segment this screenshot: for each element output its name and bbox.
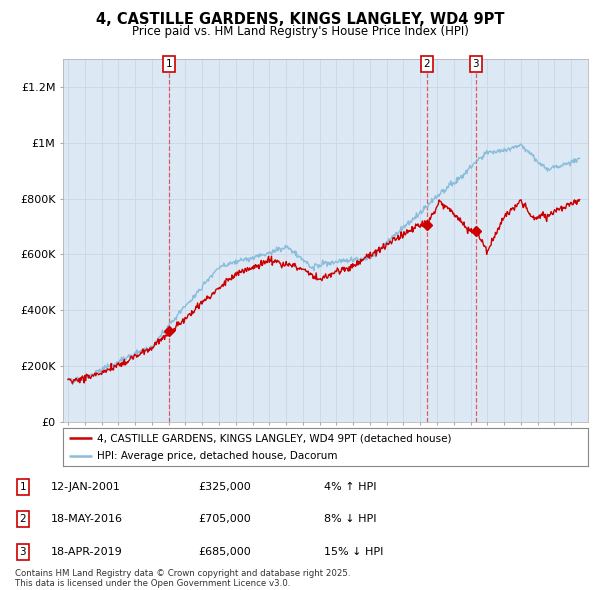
- Text: HPI: Average price, detached house, Dacorum: HPI: Average price, detached house, Daco…: [97, 451, 338, 461]
- Text: Price paid vs. HM Land Registry's House Price Index (HPI): Price paid vs. HM Land Registry's House …: [131, 25, 469, 38]
- Text: 1: 1: [166, 59, 173, 69]
- Text: 18-APR-2019: 18-APR-2019: [51, 547, 123, 556]
- Text: £685,000: £685,000: [198, 547, 251, 556]
- Text: 1: 1: [19, 482, 26, 491]
- Text: 2: 2: [424, 59, 430, 69]
- Text: 3: 3: [19, 547, 26, 556]
- Text: 4, CASTILLE GARDENS, KINGS LANGLEY, WD4 9PT: 4, CASTILLE GARDENS, KINGS LANGLEY, WD4 …: [96, 12, 504, 27]
- Text: 2: 2: [19, 514, 26, 524]
- Text: 4% ↑ HPI: 4% ↑ HPI: [324, 482, 377, 491]
- Text: £705,000: £705,000: [198, 514, 251, 524]
- Text: 4, CASTILLE GARDENS, KINGS LANGLEY, WD4 9PT (detached house): 4, CASTILLE GARDENS, KINGS LANGLEY, WD4 …: [97, 433, 452, 443]
- Text: £325,000: £325,000: [198, 482, 251, 491]
- Text: 12-JAN-2001: 12-JAN-2001: [51, 482, 121, 491]
- Text: Contains HM Land Registry data © Crown copyright and database right 2025.
This d: Contains HM Land Registry data © Crown c…: [15, 569, 350, 588]
- Text: 18-MAY-2016: 18-MAY-2016: [51, 514, 123, 524]
- Text: 15% ↓ HPI: 15% ↓ HPI: [324, 547, 383, 556]
- Text: 3: 3: [472, 59, 479, 69]
- Text: 8% ↓ HPI: 8% ↓ HPI: [324, 514, 377, 524]
